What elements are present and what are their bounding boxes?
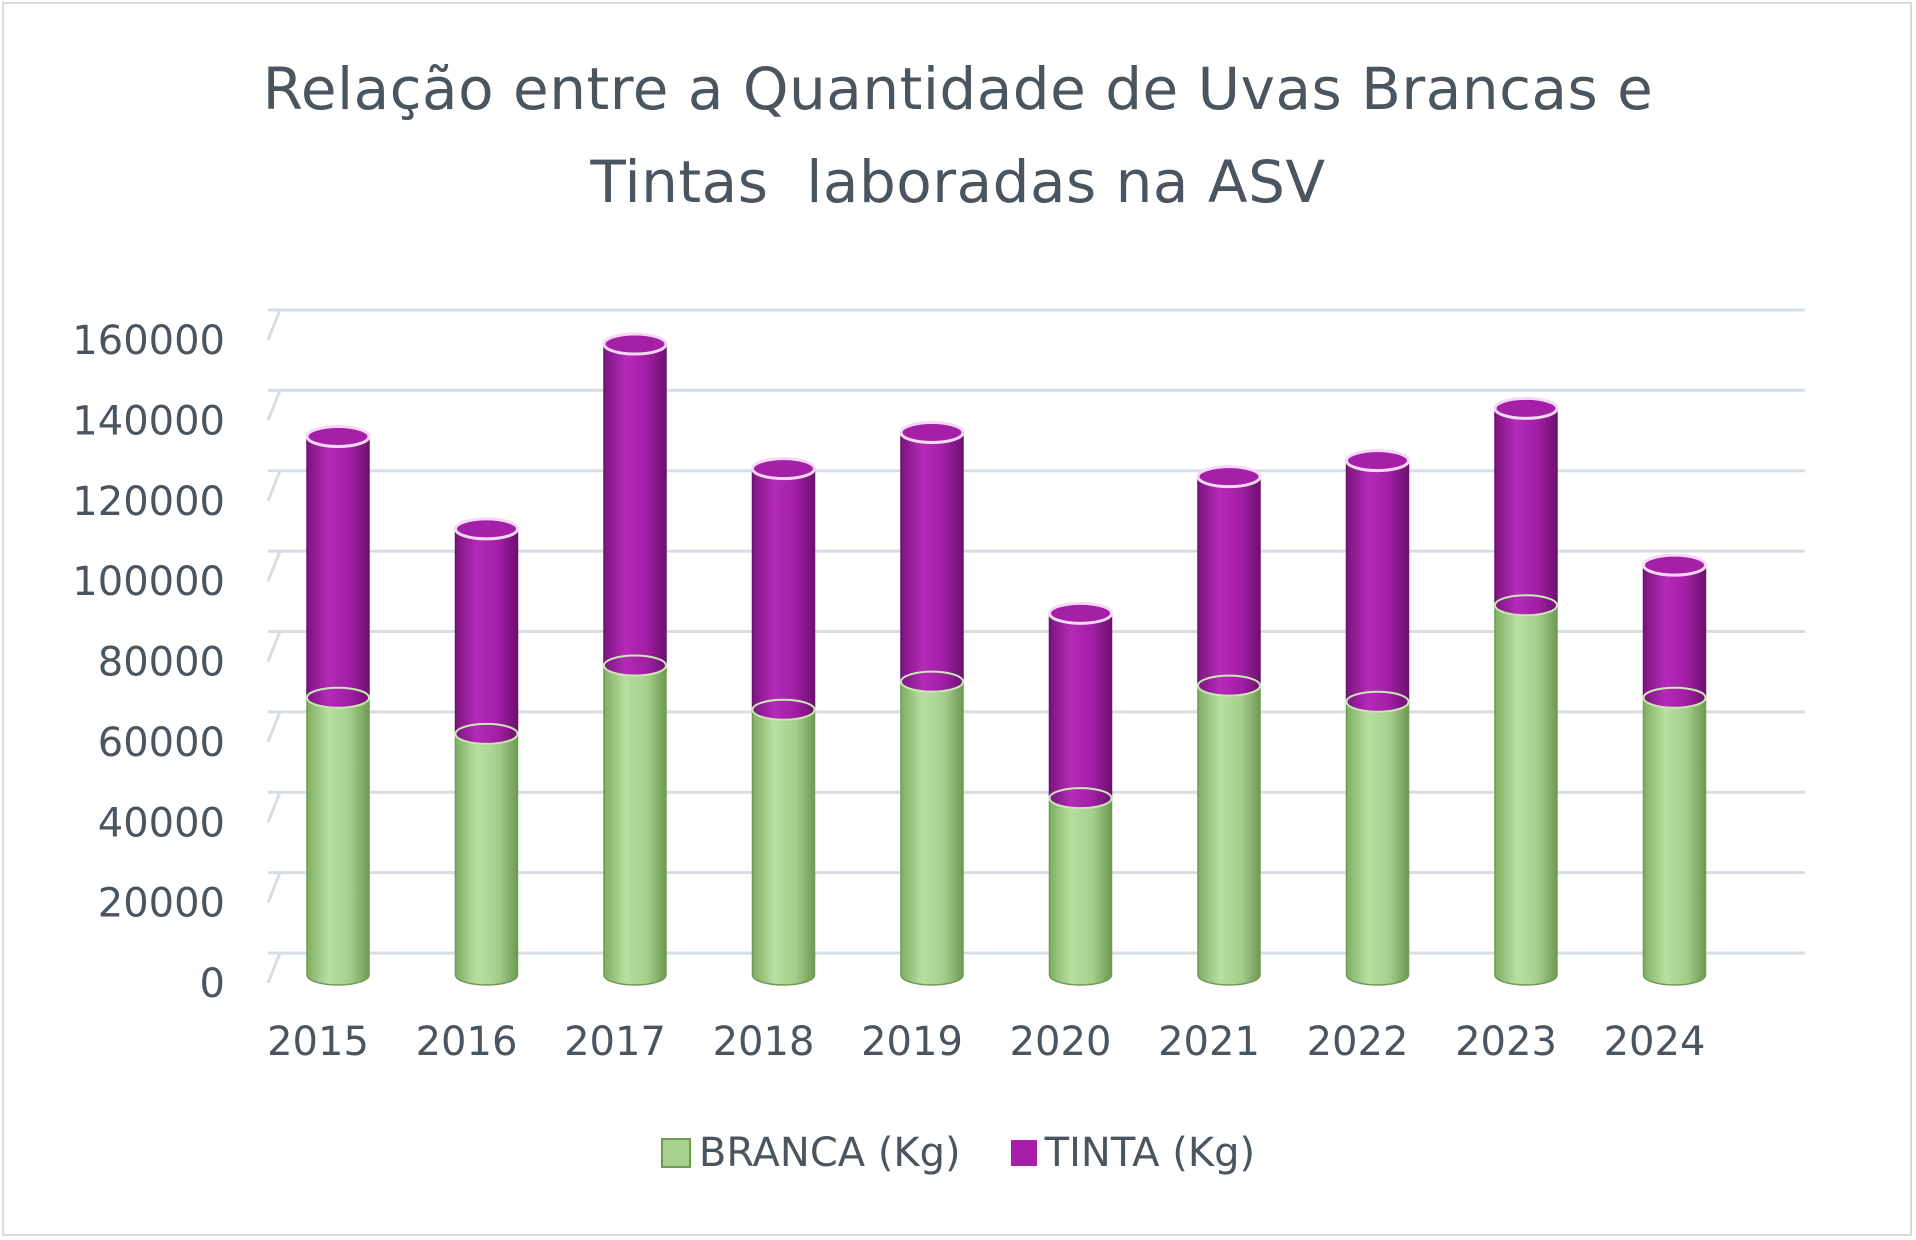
y-tick-label-80000: 80000 bbox=[98, 640, 225, 686]
bar-branca-2016 bbox=[454, 733, 519, 986]
x-tick-label-2020: 2020 bbox=[1010, 1019, 1112, 1065]
bar-branca-2019 bbox=[900, 680, 964, 986]
bar-seam-2019 bbox=[900, 670, 964, 693]
legend-swatch-branca bbox=[660, 1138, 691, 1168]
x-tick-label-2019: 2019 bbox=[861, 1019, 963, 1065]
bar-tinta-2019 bbox=[900, 431, 964, 693]
bar-seam-2020 bbox=[1048, 787, 1113, 810]
bar-cap-2020 bbox=[1048, 601, 1113, 625]
x-tick-label-2023: 2023 bbox=[1455, 1019, 1557, 1065]
bar-seam-2023 bbox=[1494, 594, 1558, 617]
bar-tinta-2015 bbox=[306, 435, 370, 709]
bar-tinta-2018 bbox=[751, 467, 816, 721]
bar-cap-2019 bbox=[899, 420, 965, 444]
y-tick-label-160000: 160000 bbox=[72, 318, 225, 364]
y-tick-label-140000: 140000 bbox=[72, 398, 225, 444]
bar-tinta-2021 bbox=[1197, 475, 1261, 697]
bar-seam-2017 bbox=[603, 654, 667, 677]
legend-swatch-tinta bbox=[1010, 1140, 1037, 1166]
bar-seam-2022 bbox=[1345, 690, 1410, 713]
y-tick-label-60000: 60000 bbox=[98, 720, 225, 766]
bar-cap-2018 bbox=[751, 457, 816, 481]
gridline-connector-0 bbox=[266, 952, 282, 984]
chart-title-line-2: Tintas laboradas na ASV bbox=[590, 148, 1326, 216]
bar-cap-2015 bbox=[305, 424, 371, 448]
gridline-connector-80000 bbox=[266, 630, 282, 663]
bar-tinta-2024 bbox=[1642, 564, 1707, 709]
bar-branca-2018 bbox=[751, 709, 816, 986]
x-tick-label-2016: 2016 bbox=[416, 1019, 518, 1065]
x-tick-label-2024: 2024 bbox=[1604, 1019, 1706, 1065]
bar-tinta-2022 bbox=[1345, 459, 1410, 713]
bar-branca-2022 bbox=[1345, 700, 1410, 986]
bar-cap-2021 bbox=[1196, 465, 1262, 489]
x-tick-label-2022: 2022 bbox=[1307, 1019, 1409, 1065]
gridline-connector-100000 bbox=[266, 550, 282, 582]
y-tick-label-40000: 40000 bbox=[98, 800, 225, 846]
gridline-connector-40000 bbox=[266, 791, 282, 823]
legend-item-tinta: TINTA (Kg) bbox=[1010, 1130, 1256, 1176]
legend-label-branca: BRANCA (Kg) bbox=[698, 1130, 961, 1176]
bar-branca-2017 bbox=[603, 664, 667, 986]
bar-branca-2015 bbox=[306, 696, 370, 986]
bar-cap-2016 bbox=[454, 517, 519, 541]
legend-label-tinta: TINTA (Kg) bbox=[1044, 1130, 1256, 1176]
gridline-connector-120000 bbox=[266, 470, 282, 502]
bar-cap-2022 bbox=[1345, 449, 1410, 473]
bar-branca-2020 bbox=[1048, 797, 1113, 986]
y-tick-label-100000: 100000 bbox=[72, 559, 225, 605]
bar-seam-2015 bbox=[306, 686, 370, 709]
gridline-connector-160000 bbox=[266, 309, 282, 341]
y-tick-label-20000: 20000 bbox=[98, 881, 225, 927]
bar-branca-2021 bbox=[1197, 684, 1261, 986]
bar-branca-2024 bbox=[1642, 696, 1707, 986]
bar-cap-2024 bbox=[1642, 553, 1707, 577]
gridline-connector-60000 bbox=[266, 711, 282, 743]
bar-seam-2018 bbox=[751, 698, 816, 721]
bar-tinta-2017 bbox=[603, 343, 667, 677]
y-tick-label-0: 0 bbox=[200, 961, 225, 1007]
x-tick-label-2015: 2015 bbox=[267, 1019, 369, 1065]
x-tick-label-2021: 2021 bbox=[1158, 1019, 1260, 1065]
bar-tinta-2020 bbox=[1048, 612, 1113, 809]
bar-cap-2017 bbox=[602, 332, 668, 356]
bar-cap-2023 bbox=[1493, 396, 1559, 420]
y-tick-label-120000: 120000 bbox=[72, 479, 225, 525]
gridline-connector-20000 bbox=[266, 872, 282, 904]
bar-tinta-2016 bbox=[454, 528, 519, 745]
chart-title-line-1: Relação entre a Quantidade de Uvas Branc… bbox=[262, 55, 1654, 123]
x-tick-label-2018: 2018 bbox=[713, 1019, 815, 1065]
bar-seam-2016 bbox=[454, 722, 519, 745]
bar-seam-2024 bbox=[1642, 686, 1707, 709]
x-tick-label-2017: 2017 bbox=[564, 1019, 666, 1065]
bar-seam-2021 bbox=[1197, 674, 1261, 697]
bar-branca-2023 bbox=[1494, 604, 1558, 986]
bar-tinta-2023 bbox=[1494, 407, 1558, 616]
gridline-connector-140000 bbox=[266, 389, 282, 421]
chart-legend: BRANCA (Kg) TINTA (Kg) bbox=[0, 1130, 1916, 1176]
legend-item-branca: BRANCA (Kg) bbox=[660, 1130, 961, 1176]
